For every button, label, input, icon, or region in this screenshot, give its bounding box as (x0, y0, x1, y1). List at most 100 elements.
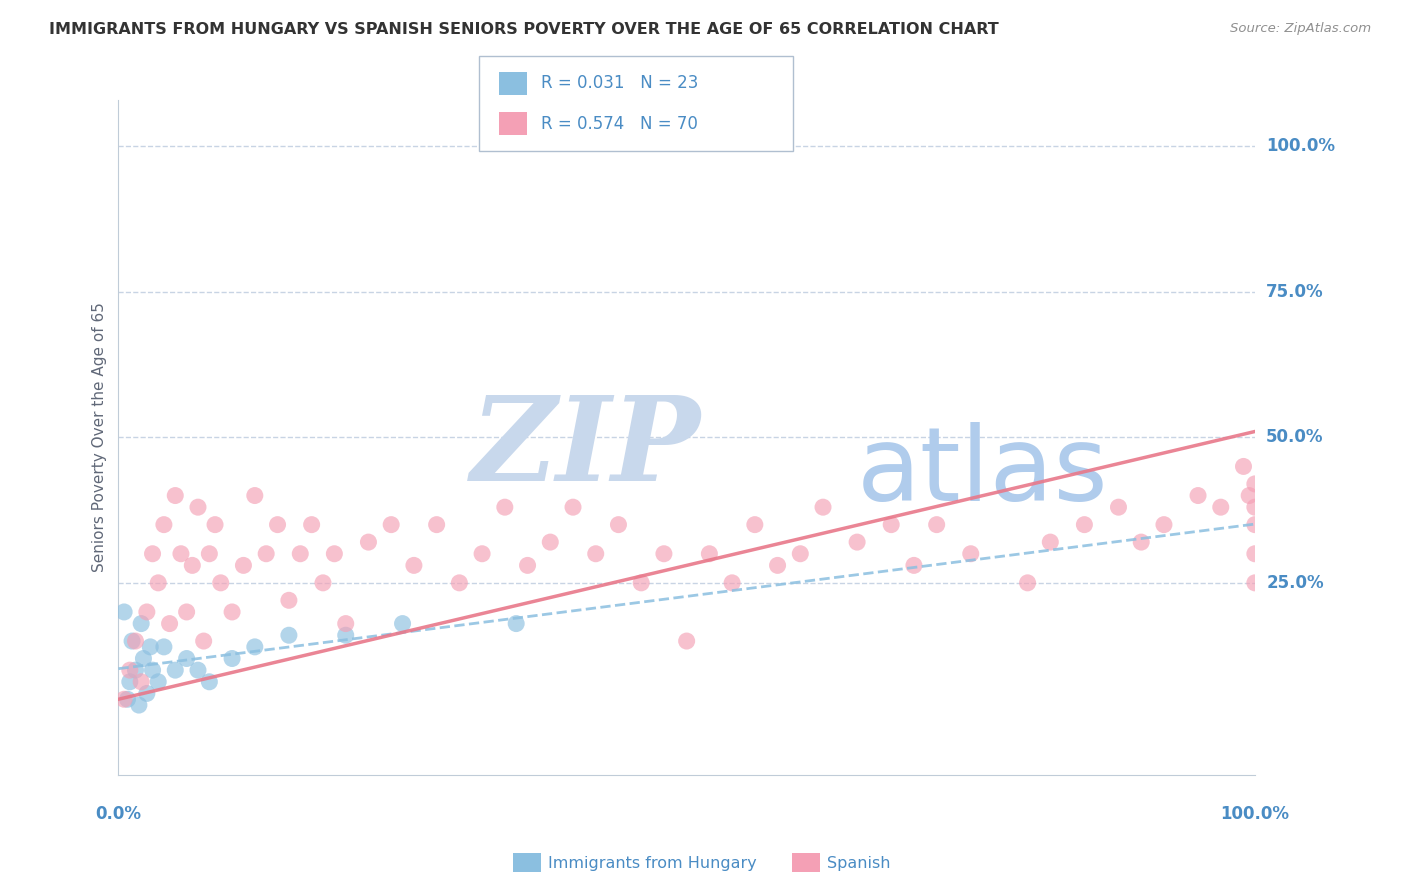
Point (118, 663, 141, 677)
Text: 25.0%: 25.0% (1267, 574, 1324, 592)
Point (1232, 459, 1254, 474)
Point (959, 547, 981, 561)
Point (1073, 517, 1095, 532)
Point (221, 605, 243, 619)
Text: Immigrants from Hungary: Immigrants from Hungary (548, 856, 756, 871)
Point (277, 628, 299, 642)
Text: ZIP: ZIP (471, 392, 700, 507)
Point (1244, 500, 1267, 515)
Point (135, 605, 157, 619)
Point (1039, 535, 1062, 549)
Point (630, 575, 652, 590)
Point (266, 517, 288, 532)
Point (449, 575, 471, 590)
Point (193, 634, 215, 648)
Point (148, 674, 170, 689)
Point (243, 489, 266, 503)
Point (494, 500, 516, 515)
Point (118, 674, 141, 689)
Point (117, 692, 139, 706)
Point (232, 558, 254, 573)
Point (357, 535, 380, 549)
Point (1244, 547, 1267, 561)
Point (1244, 476, 1267, 491)
Point (505, 616, 527, 631)
Point (277, 593, 299, 607)
Text: 100.0%: 100.0% (1220, 805, 1289, 823)
Point (129, 616, 152, 631)
Point (112, 605, 135, 619)
Point (1153, 517, 1175, 532)
Text: 50.0%: 50.0% (1267, 428, 1323, 446)
Text: IMMIGRANTS FROM HUNGARY VS SPANISH SENIORS POVERTY OVER THE AGE OF 65 CORRELATIO: IMMIGRANTS FROM HUNGARY VS SPANISH SENIO… (49, 22, 998, 37)
Point (243, 640, 266, 654)
Point (675, 634, 697, 648)
Point (176, 605, 198, 619)
Point (880, 517, 903, 532)
Point (129, 674, 152, 689)
Point (170, 547, 193, 561)
Text: 75.0%: 75.0% (1267, 283, 1324, 301)
Point (312, 575, 335, 590)
Point (135, 686, 157, 700)
Point (290, 547, 312, 561)
Point (1209, 500, 1232, 515)
Text: 0.0%: 0.0% (96, 805, 142, 823)
Point (562, 500, 585, 515)
Point (585, 547, 607, 561)
Point (1130, 535, 1153, 549)
Point (323, 547, 346, 561)
Point (121, 634, 143, 648)
Point (165, 489, 187, 503)
Point (652, 547, 675, 561)
Point (209, 575, 232, 590)
Point (153, 640, 176, 654)
Point (187, 663, 209, 677)
Point (1244, 517, 1267, 532)
Point (198, 674, 221, 689)
Point (1187, 489, 1209, 503)
Point (426, 517, 449, 532)
Point (846, 535, 869, 549)
Point (1244, 575, 1267, 590)
Point (112, 692, 135, 706)
Point (254, 547, 277, 561)
Point (538, 535, 561, 549)
Point (221, 651, 243, 665)
Point (165, 663, 187, 677)
Point (1237, 489, 1260, 503)
Y-axis label: Seniors Poverty Over the Age of 65: Seniors Poverty Over the Age of 65 (93, 302, 107, 573)
Point (391, 616, 413, 631)
Point (516, 558, 538, 573)
Point (380, 517, 402, 532)
Text: Source: ZipAtlas.com: Source: ZipAtlas.com (1230, 22, 1371, 36)
Point (766, 558, 789, 573)
Point (153, 517, 176, 532)
Text: atlas: atlas (858, 422, 1109, 523)
Point (1017, 575, 1039, 590)
Point (402, 558, 425, 573)
Point (124, 663, 146, 677)
Point (744, 517, 766, 532)
Text: R = 0.031   N = 23: R = 0.031 N = 23 (541, 74, 699, 93)
Point (607, 517, 630, 532)
Point (198, 547, 221, 561)
Point (159, 616, 181, 631)
Point (124, 634, 146, 648)
Point (141, 663, 163, 677)
Text: 100.0%: 100.0% (1267, 137, 1336, 155)
Point (699, 547, 721, 561)
Point (1108, 500, 1130, 515)
Point (139, 640, 162, 654)
Text: Spanish: Spanish (827, 856, 890, 871)
Point (141, 547, 163, 561)
Point (335, 616, 357, 631)
Point (204, 517, 226, 532)
Point (811, 500, 834, 515)
Point (335, 628, 357, 642)
Point (925, 517, 948, 532)
Text: R = 0.574   N = 70: R = 0.574 N = 70 (541, 114, 699, 133)
Point (721, 575, 744, 590)
Point (181, 558, 204, 573)
Point (132, 651, 155, 665)
